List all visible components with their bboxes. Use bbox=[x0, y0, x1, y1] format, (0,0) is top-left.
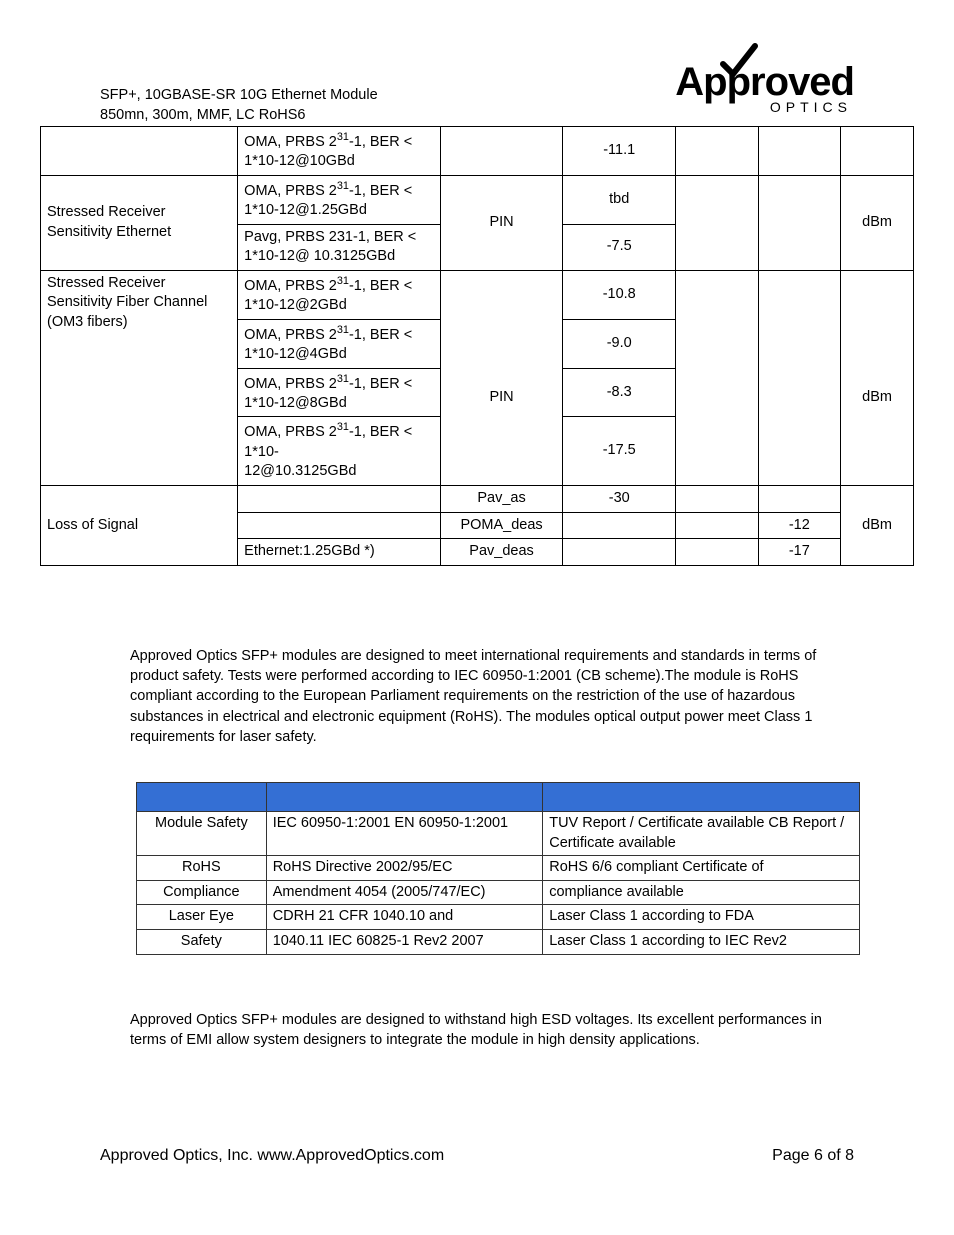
cell: IEC 60950-1:2001 EN 60950-1:2001 bbox=[266, 812, 543, 856]
unit-cell: dBm bbox=[862, 389, 892, 405]
value-cell: -9.0 bbox=[563, 319, 676, 368]
symbol-cell: Pav_deas bbox=[440, 539, 563, 566]
page-header: SFP+, 10GBASE-SR 10G Ethernet Module 850… bbox=[40, 60, 914, 126]
table-row: Stressed Receiver Sensitivity Ethernet O… bbox=[41, 175, 914, 224]
header-title: SFP+, 10GBASE-SR 10G Ethernet Module 850… bbox=[40, 60, 378, 126]
value-cell: -10.8 bbox=[563, 270, 676, 319]
value-cell: -7.5 bbox=[563, 224, 676, 270]
max-cell: -12 bbox=[758, 512, 841, 539]
page-footer: Approved Optics, Inc. www.ApprovedOptics… bbox=[100, 1147, 854, 1165]
table-header bbox=[137, 783, 267, 812]
table-header bbox=[266, 783, 543, 812]
cell: Amendment 4054 (2005/747/EC) bbox=[266, 880, 543, 905]
cell: compliance available bbox=[543, 880, 860, 905]
table-row: Safety 1040.11 IEC 60825-1 Rev2 2007 Las… bbox=[137, 929, 860, 954]
header-line1: SFP+, 10GBASE-SR 10G Ethernet Module bbox=[100, 85, 378, 105]
value-cell: -11.1 bbox=[563, 126, 676, 175]
table-header bbox=[543, 783, 860, 812]
table-row: RoHS RoHS Directive 2002/95/EC RoHS 6/6 … bbox=[137, 856, 860, 881]
compliance-table: Module Safety IEC 60950-1:2001 EN 60950-… bbox=[136, 782, 860, 954]
table-row: Module Safety IEC 60950-1:2001 EN 60950-… bbox=[137, 812, 860, 856]
table-row: Compliance Amendment 4054 (2005/747/EC) … bbox=[137, 880, 860, 905]
param-cell: Stressed Receiver Sensitivity Ethernet bbox=[41, 175, 238, 270]
table-row: Laser Eye CDRH 21 CFR 1040.10 and Laser … bbox=[137, 905, 860, 930]
value-cell: tbd bbox=[563, 175, 676, 224]
cell: RoHS bbox=[137, 856, 267, 881]
symbol-cell: POMA_deas bbox=[440, 512, 563, 539]
cell: TUV Report / Certificate available CB Re… bbox=[543, 812, 860, 856]
cell: Laser Class 1 according to FDA bbox=[543, 905, 860, 930]
value-cell: -8.3 bbox=[563, 368, 676, 417]
symbol-cell: PIN bbox=[440, 175, 563, 270]
param-cell: Stressed Receiver Sensitivity Fiber Chan… bbox=[41, 270, 238, 485]
cell: RoHS 6/6 compliant Certificate of bbox=[543, 856, 860, 881]
cell: Compliance bbox=[137, 880, 267, 905]
param-cell: Loss of Signal bbox=[41, 486, 238, 566]
specifications-table: OMA, PRBS 231-1, BER < 1*10-12@10GBd -11… bbox=[40, 126, 914, 566]
cond-cell: Pavg, PRBS 231-1, BER < 1*10-12@ 10.3125… bbox=[238, 224, 440, 270]
logo-main-text: Approved bbox=[675, 60, 854, 104]
cell: Laser Class 1 according to IEC Rev2 bbox=[543, 929, 860, 954]
symbol-cell: PIN bbox=[489, 389, 513, 405]
table-row: OMA, PRBS 231-1, BER < 1*10-12@10GBd -11… bbox=[41, 126, 914, 175]
esd-paragraph: Approved Optics SFP+ modules are designe… bbox=[40, 1010, 914, 1051]
cell: 1040.11 IEC 60825-1 Rev2 2007 bbox=[266, 929, 543, 954]
value-cell: -17.5 bbox=[563, 417, 676, 486]
table-header-row bbox=[137, 783, 860, 812]
value-cell: -30 bbox=[563, 486, 676, 513]
table-row: Stressed Receiver Sensitivity Fiber Chan… bbox=[41, 270, 914, 319]
company-logo: Approved OPTICS bbox=[675, 60, 914, 115]
unit-cell: dBm bbox=[841, 175, 914, 270]
cell: CDRH 21 CFR 1040.10 and bbox=[266, 905, 543, 930]
max-cell: -17 bbox=[758, 539, 841, 566]
safety-paragraph: Approved Optics SFP+ modules are designe… bbox=[40, 646, 914, 747]
cell: Module Safety bbox=[137, 812, 267, 856]
unit-cell: dBm bbox=[841, 486, 914, 566]
cell: Safety bbox=[137, 929, 267, 954]
document-page: SFP+, 10GBASE-SR 10G Ethernet Module 850… bbox=[0, 0, 954, 1235]
footer-company: Approved Optics, Inc. www.ApprovedOptics… bbox=[100, 1147, 444, 1165]
footer-page-number: Page 6 of 8 bbox=[772, 1147, 854, 1165]
checkmark-icon bbox=[719, 42, 759, 82]
header-line2: 850mn, 300m, MMF, LC RoHS6 bbox=[100, 105, 378, 125]
cell: Laser Eye bbox=[137, 905, 267, 930]
cell: RoHS Directive 2002/95/EC bbox=[266, 856, 543, 881]
symbol-cell: Pav_as bbox=[440, 486, 563, 513]
table-row: Loss of Signal Pav_as -30 dBm bbox=[41, 486, 914, 513]
cond-cell: Ethernet:1.25GBd *) bbox=[238, 539, 440, 566]
